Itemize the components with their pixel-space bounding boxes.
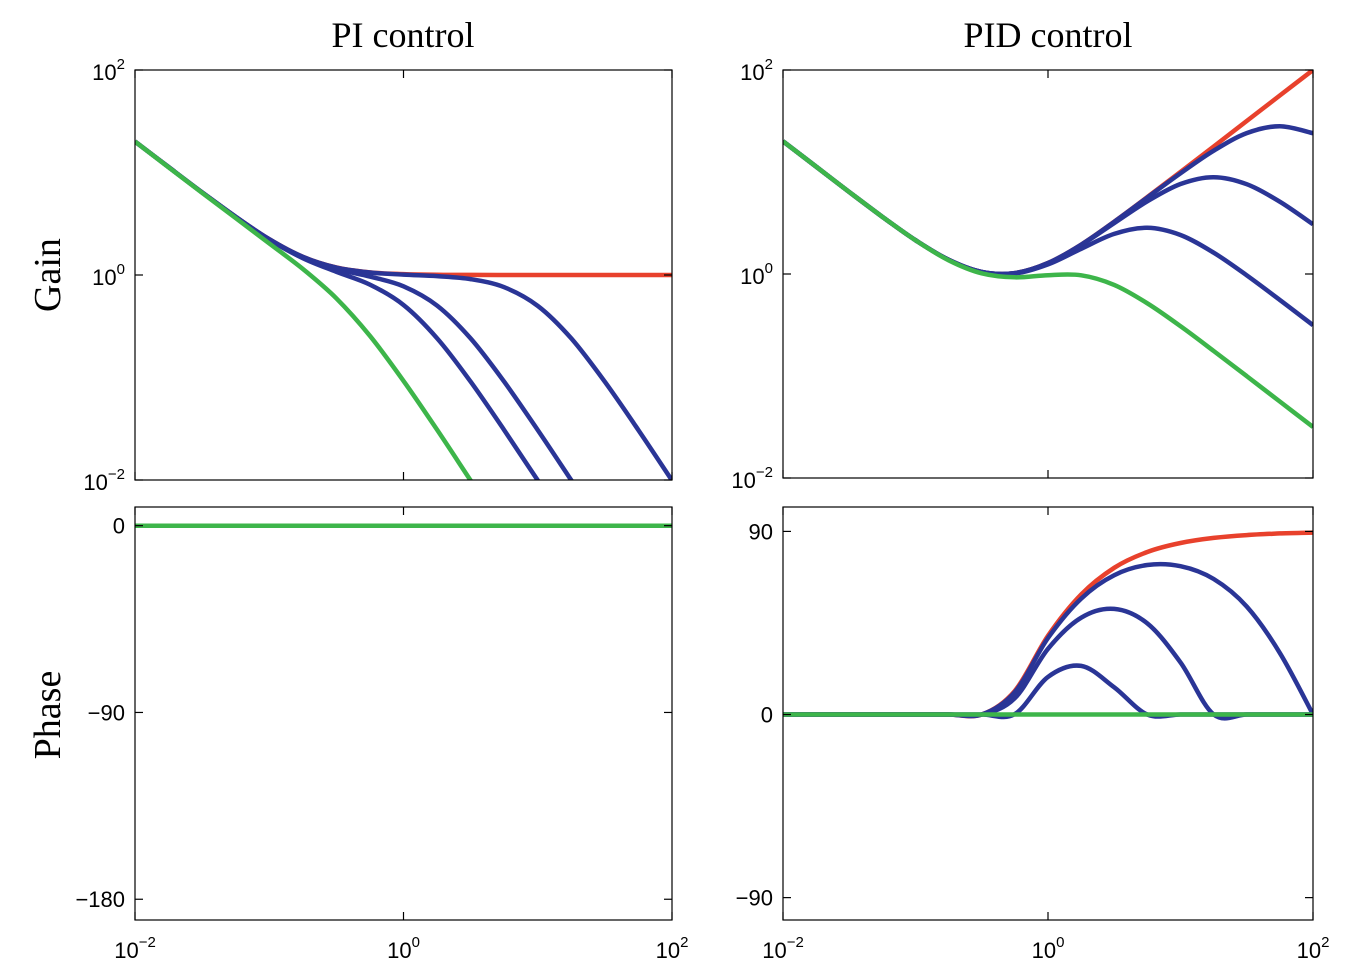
pi-phase-ytick-label: −180 bbox=[75, 887, 125, 912]
pid-gain-ytick-label: 102 bbox=[740, 56, 773, 85]
pid-gain-series-2 bbox=[783, 139, 1313, 277]
pid-phase-series-2 bbox=[783, 606, 1313, 721]
pi-gain-series-1 bbox=[135, 139, 541, 480]
pid-phase-ytick-label: 90 bbox=[749, 519, 773, 544]
pi-phase-xtick-label: 102 bbox=[656, 934, 689, 963]
pi-gain-panel: 102 100 10−2 bbox=[83, 56, 673, 495]
pi-gain-series-group bbox=[135, 139, 672, 480]
pi-phase-xtick-label: 100 bbox=[387, 934, 420, 963]
pid-panel-title: PID control bbox=[964, 15, 1133, 55]
pid-phase-series-0 bbox=[783, 530, 1313, 719]
pid-gain-ytick-label: 100 bbox=[740, 260, 773, 289]
pid-gain-series-0 bbox=[783, 70, 1313, 277]
pi-gain-ytick-label: 100 bbox=[92, 261, 125, 290]
phase-axis-label: Phase bbox=[27, 671, 69, 760]
pid-gain-series-4 bbox=[783, 139, 1313, 429]
pid-gain-panel: 102 100 10−2 bbox=[731, 56, 1314, 493]
gain-axis-label: Gain bbox=[27, 238, 69, 312]
pid-phase-series-3 bbox=[783, 561, 1313, 719]
pid-phase-xtick-label: 100 bbox=[1032, 934, 1065, 963]
pi-gain-series-2 bbox=[135, 139, 574, 480]
pi-panel-title: PI control bbox=[332, 15, 475, 55]
pid-phase-ytick-label: −90 bbox=[736, 886, 773, 911]
pid-phase-xtick-label: 10−2 bbox=[762, 934, 804, 963]
pi-gain-series-0 bbox=[135, 139, 672, 278]
pi-gain-series-4 bbox=[135, 139, 474, 480]
pi-phase-xtick-label: 10−2 bbox=[114, 934, 156, 963]
pid-phase-ytick-label: 0 bbox=[761, 703, 773, 728]
pid-phase-panel: 90 0 −90 10−2 100 102 bbox=[736, 506, 1330, 963]
pid-phase-xtick-label: 102 bbox=[1297, 934, 1330, 963]
pid-phase-series-1 bbox=[783, 663, 1313, 720]
pi-gain-ytick-label: 10−2 bbox=[83, 466, 125, 495]
pid-gain-series-group bbox=[783, 70, 1313, 429]
pid-gain-ytick-label: 10−2 bbox=[731, 464, 773, 493]
pi-gain-ytick-label: 102 bbox=[92, 56, 125, 85]
pid-phase-series-group bbox=[783, 530, 1313, 721]
pi-phase-ytick-label: 0 bbox=[113, 514, 125, 539]
pi-phase-axes-frame bbox=[134, 506, 673, 921]
pi-phase-panel: 0 −90 −180 10−2 100 102 bbox=[75, 506, 689, 963]
pi-gain-series-3 bbox=[135, 139, 672, 480]
pid-gain-series-1 bbox=[783, 139, 1313, 327]
pi-phase-ytick-label: −90 bbox=[88, 700, 125, 725]
